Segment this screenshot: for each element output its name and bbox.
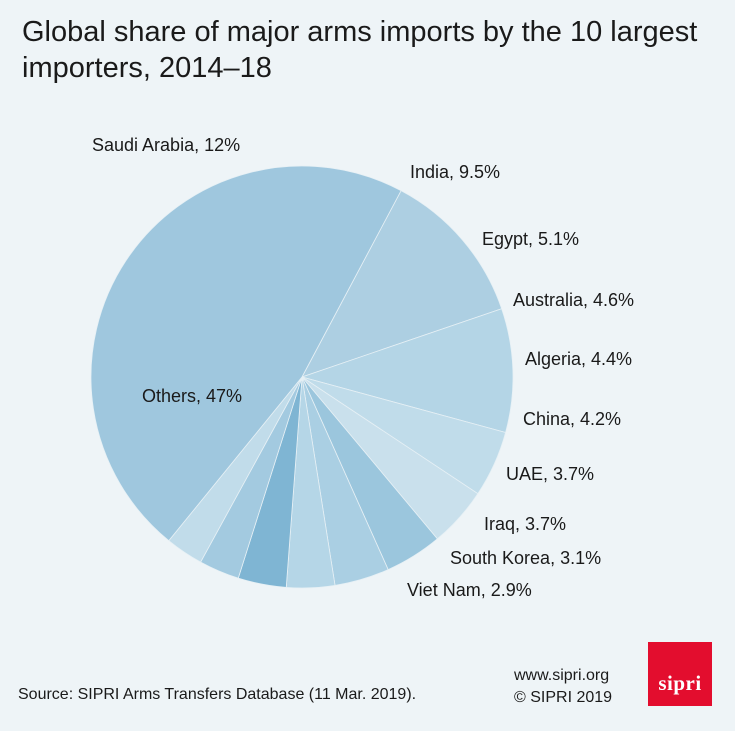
slice-labels: Saudi Arabia, 12% India, 9.5% Egypt, 5.1% A… <box>92 135 634 600</box>
source-note: Source: SIPRI Arms Transfers Database (1… <box>18 686 417 703</box>
slice-label-10: Others, 47% <box>142 386 242 406</box>
slice-label-5: China, 4.2% <box>523 409 621 429</box>
sipri-logo: sipri <box>648 642 712 706</box>
slice-label-7: Iraq, 3.7% <box>484 514 566 534</box>
slice-label-2: Egypt, 5.1% <box>482 229 579 249</box>
footer-info: www.sipri.org © SIPRI 2019 <box>514 665 612 709</box>
chart-title: Global share of major arms imports by th… <box>22 16 698 84</box>
website-link[interactable]: www.sipri.org <box>514 667 610 684</box>
slice-label-0: Saudi Arabia, 12% <box>92 135 240 155</box>
slice-label-8: South Korea, 3.1% <box>450 548 601 568</box>
slice-label-3: Australia, 4.6% <box>513 290 634 310</box>
pie-slice-0 <box>301 190 503 378</box>
slice-label-6: UAE, 3.7% <box>506 464 594 484</box>
pie-slice-1 <box>300 308 514 433</box>
pie-slices <box>90 165 514 589</box>
pie-slice-10 <box>90 165 402 542</box>
slice-label-1: India, 9.5% <box>410 162 500 182</box>
copyright-text: © SIPRI 2019 <box>514 689 613 706</box>
slice-label-9: Viet Nam, 2.9% <box>407 580 532 600</box>
slice-label-4: Algeria, 4.4% <box>525 349 632 369</box>
